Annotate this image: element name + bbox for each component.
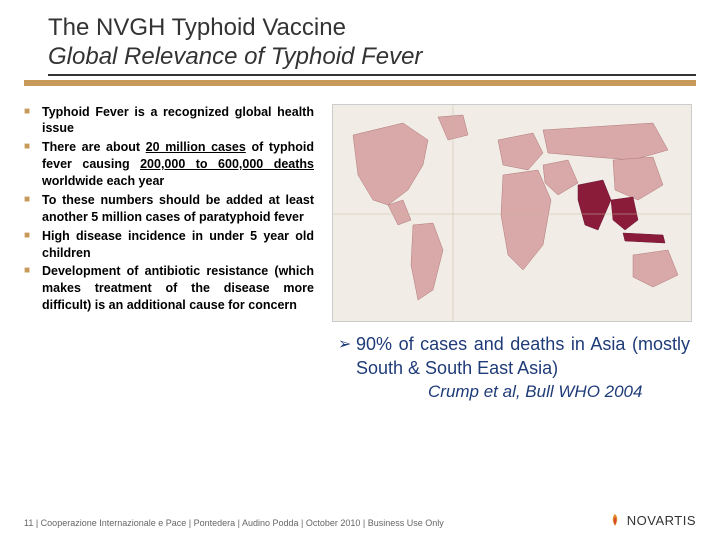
callout-block: 90% of cases and deaths in Asia (mostly … — [332, 322, 696, 403]
novartis-flame-icon — [607, 512, 623, 528]
callout-citation: Crump et al, Bull WHO 2004 — [338, 382, 690, 402]
content-area: Typhoid Fever is a recognized global hea… — [0, 86, 720, 403]
bullet-item: To these numbers should be added at leas… — [24, 192, 314, 226]
brand-logo: NOVARTIS — [607, 512, 696, 528]
bullet-list: Typhoid Fever is a recognized global hea… — [24, 104, 314, 315]
footer-text: 11 | Cooperazione Internazionale e Pace … — [24, 518, 444, 528]
brand-name: NOVARTIS — [627, 513, 696, 528]
right-column: 90% of cases and deaths in Asia (mostly … — [332, 104, 696, 403]
bullet-item: Development of antibiotic resistance (wh… — [24, 263, 314, 314]
bullet-item: High disease incidence in under 5 year o… — [24, 228, 314, 262]
callout-text: 90% of cases and deaths in Asia (mostly … — [338, 332, 690, 381]
world-map-svg — [333, 105, 692, 322]
title-underline — [48, 74, 696, 76]
title-line-2: Global Relevance of Typhoid Fever — [48, 43, 720, 72]
title-line-1: The NVGH Typhoid Vaccine — [48, 14, 720, 43]
bullet-item: Typhoid Fever is a recognized global hea… — [24, 104, 314, 138]
slide-title-block: The NVGH Typhoid Vaccine Global Relevanc… — [0, 0, 720, 72]
bullet-column: Typhoid Fever is a recognized global hea… — [24, 104, 314, 403]
bullet-item: There are about 20 million cases of typh… — [24, 139, 314, 190]
world-map — [332, 104, 692, 322]
slide-footer: 11 | Cooperazione Internazionale e Pace … — [24, 512, 696, 528]
